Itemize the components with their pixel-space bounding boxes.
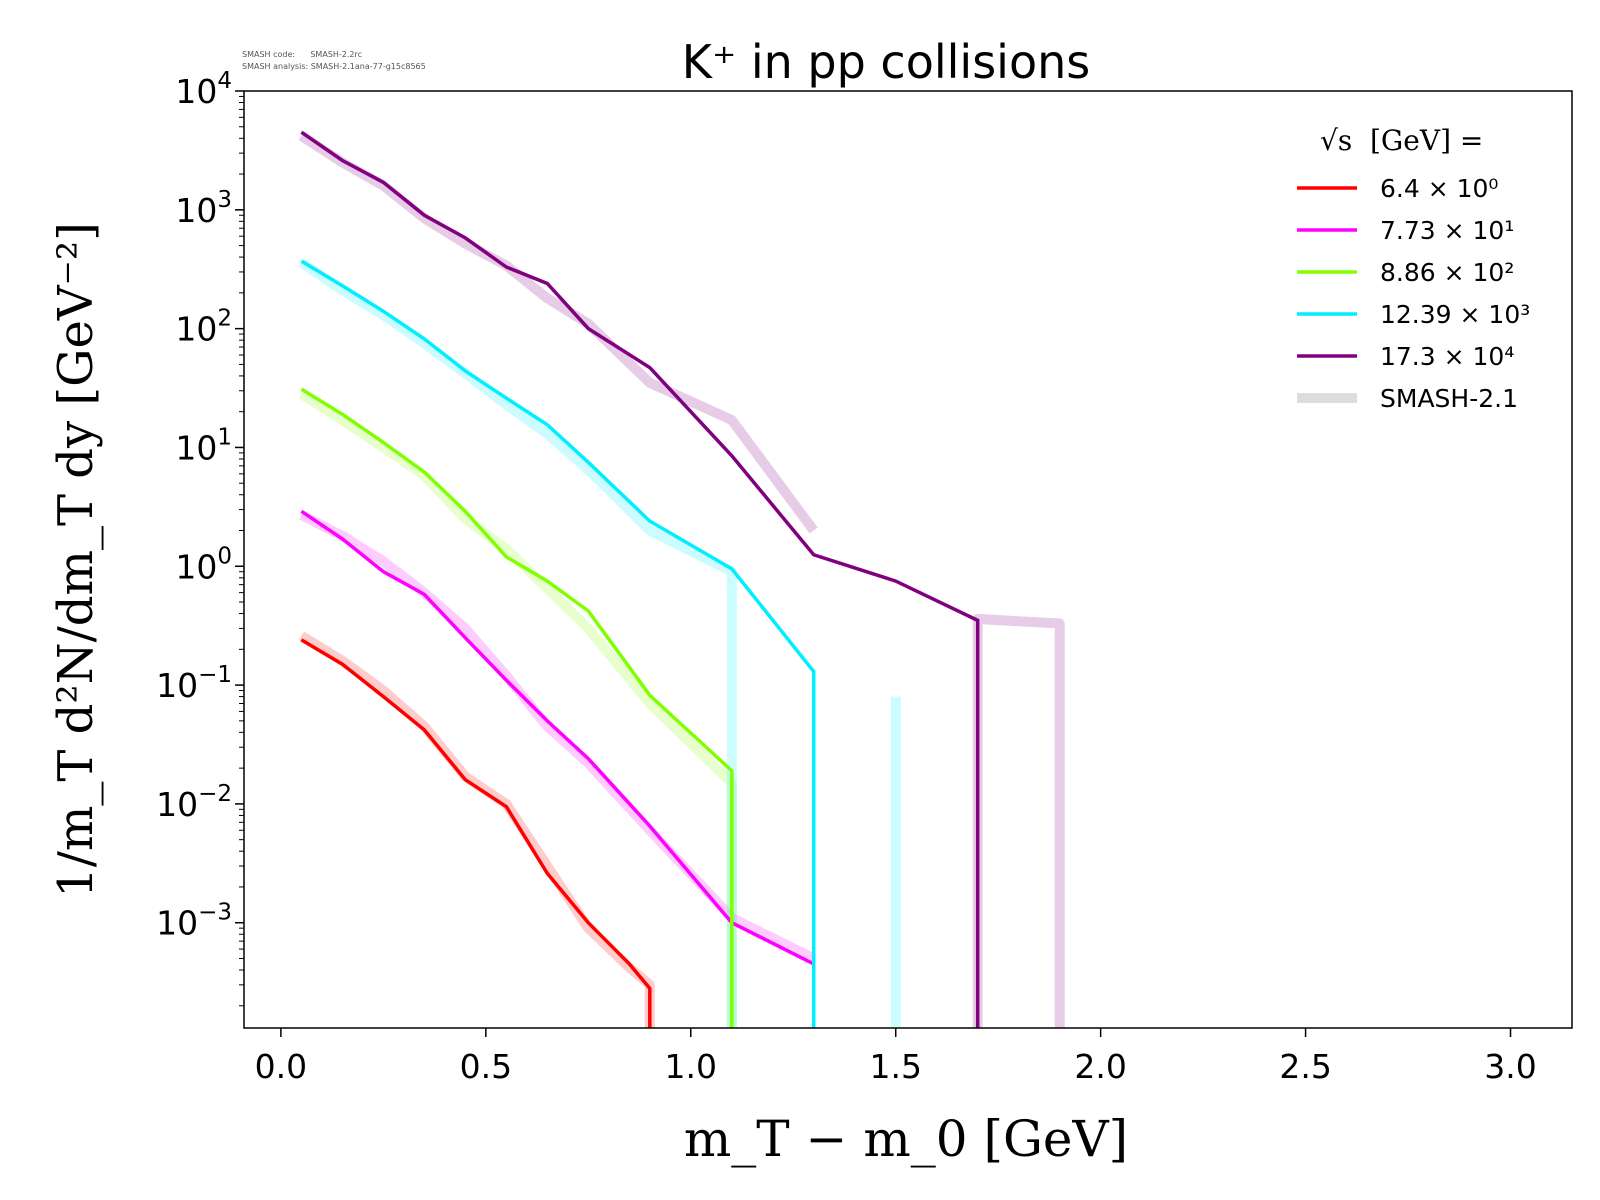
x-tick-label: 1.5 [869,1047,921,1086]
legend-label-reference: SMASH-2.1 [1380,384,1518,413]
reference-line-4-1 [972,614,1065,1028]
reference-curves [298,131,1065,1028]
reference-line-3-0 [298,258,737,1028]
y-axis: 104 103 102 101 100 10−1 10−2 10−3 [156,68,244,1007]
chart-title: K⁺ in pp collisions [682,35,1090,89]
analysis-version-label: SMASH analysis: SMASH-2.1ana-77-g15c8565 [242,62,426,71]
plot-frame [243,90,1573,1029]
y-tick-label: 10−3 [156,900,232,943]
x-tick-label: 0.0 [255,1047,307,1086]
y-tick-label: 102 [175,306,232,349]
legend: √s [GeV] = 6.4 × 10⁰ 7.73 × 10¹ 8.86 × 10²… [1297,124,1530,413]
reference-line-1-0 [299,510,816,963]
x-tick-label: 1.0 [665,1047,717,1086]
series-line-3 [300,259,816,1028]
reference-line-4-0 [298,131,818,534]
legend-label: 7.73 × 10¹ [1380,216,1514,245]
y-tick-label: 101 [175,424,232,467]
x-tick-label: 2.0 [1074,1047,1126,1086]
legend-title: √s [GeV] = [1320,124,1483,157]
series-line-2 [300,387,734,1028]
y-tick-label: 104 [175,68,232,111]
legend-label: 8.86 × 10² [1380,258,1514,287]
series-line-0 [300,638,652,1028]
reference-line-2-0 [298,390,737,1028]
x-axis: 0.0 0.5 1.0 1.5 2.0 2.5 3.0 [255,1028,1537,1086]
x-tick-label: 0.5 [460,1047,512,1086]
legend-label: 12.39 × 10³ [1380,300,1530,329]
data-curves [300,130,980,1028]
x-tick-label: 2.5 [1279,1047,1331,1086]
legend-label: 6.4 × 10⁰ [1380,174,1498,203]
reference-line-0-0 [298,631,655,1028]
x-tick-label: 3.0 [1484,1047,1536,1086]
y-tick-label: 10−2 [156,781,232,824]
y-tick-label: 100 [175,543,232,586]
code-version-label: SMASH code: SMASH-2.2rc [242,50,362,59]
series-line-4 [300,130,980,1028]
y-tick-label: 103 [175,187,232,230]
legend-label: 17.3 × 10⁴ [1380,342,1514,371]
x-axis-label: m_T − m_0 [GeV] [684,1110,1128,1168]
series-line-1 [300,509,815,966]
y-tick-label: 10−1 [156,662,232,705]
y-axis-label: 1/m_T d²N/dm_T dy [GeV⁻²] [48,222,104,898]
